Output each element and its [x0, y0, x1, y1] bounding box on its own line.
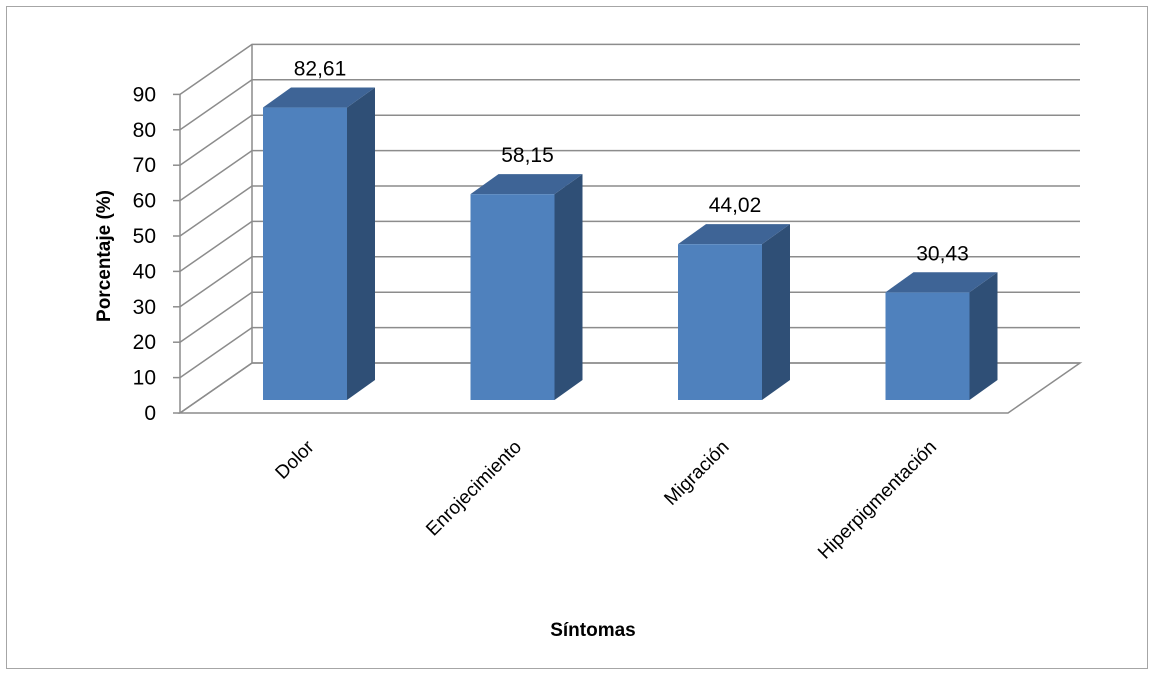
y-tick-label: 0	[144, 402, 156, 425]
bar-top	[678, 224, 790, 245]
data-label: 44,02	[709, 194, 762, 217]
bar-dolor: 82,61	[263, 58, 375, 400]
data-label: 30,43	[916, 242, 969, 265]
y-tick-label: 80	[133, 119, 156, 142]
y-tick-label: 50	[133, 225, 156, 248]
x-axis-title: Síntomas	[550, 620, 636, 641]
bar-side	[554, 174, 583, 400]
bar-top	[263, 87, 375, 108]
bar-front	[885, 292, 970, 400]
bar-hiperpigmentación: 30,43	[885, 242, 998, 400]
y-tick-label: 40	[133, 260, 156, 283]
bar-top	[470, 174, 583, 195]
x-tick-label: Dolor	[272, 436, 319, 483]
data-label: 82,61	[294, 58, 347, 81]
x-tick-label: Hiperpigmentación	[814, 437, 941, 564]
bar-side	[969, 272, 998, 400]
x-tick-label: Migración	[660, 437, 733, 510]
bar-front	[678, 244, 762, 400]
y-tick-label: 20	[133, 331, 156, 354]
bar-migración: 44,02	[678, 194, 790, 400]
bar-enrojecimiento: 58,15	[470, 144, 583, 400]
y-axis-title: Porcentaje (%)	[94, 190, 115, 322]
chart-border	[6, 6, 1148, 669]
data-label: 58,15	[501, 144, 554, 167]
bar-side	[762, 224, 790, 400]
bar-side	[347, 87, 375, 400]
y-tick-label: 10	[133, 367, 156, 390]
bar-top	[885, 272, 998, 293]
x-tick-label: Enrojecimiento	[422, 437, 526, 541]
bar-front	[470, 194, 555, 400]
y-tick-label: 60	[133, 190, 156, 213]
y-tick-label: 30	[133, 296, 156, 319]
y-tick-label: 70	[133, 154, 156, 177]
bar-front	[263, 107, 347, 400]
y-tick-label: 90	[133, 83, 156, 106]
